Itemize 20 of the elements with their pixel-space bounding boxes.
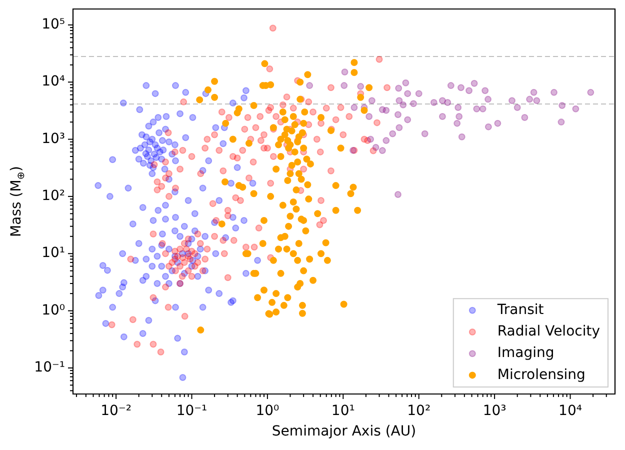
legend-label: Transit [496, 302, 544, 318]
x-tick-label: 10¹ [331, 403, 355, 420]
legend-label: Microlensing [497, 366, 586, 383]
x-tick-label: 10⁻¹ [176, 403, 208, 420]
x-axis-title: Semimajor Axis (AU) [272, 424, 416, 440]
x-tick-label: 10⁴ [558, 403, 582, 420]
y-tick-label: 10⁵ [42, 16, 65, 33]
legend-label: Radial Velocity [497, 324, 600, 340]
y-axis-title: Mass (M⊕) [8, 166, 27, 237]
x-tick-label: 10⁰ [256, 403, 280, 420]
legend-label: Imaging [497, 345, 554, 362]
y-tick-label: 10³ [42, 130, 65, 147]
y-tick-label: 10¹ [42, 245, 65, 262]
x-tick-label: 10³ [482, 403, 506, 420]
y-tick-label: 10⁰ [42, 302, 66, 318]
x-tick-label: 10² [407, 403, 431, 420]
y-tick-label: 10⁻¹ [34, 360, 65, 376]
y-tick-label: 10² [42, 188, 65, 204]
x-tick-label: 10⁻² [100, 403, 132, 420]
y-tick-label: 10⁴ [42, 74, 66, 90]
